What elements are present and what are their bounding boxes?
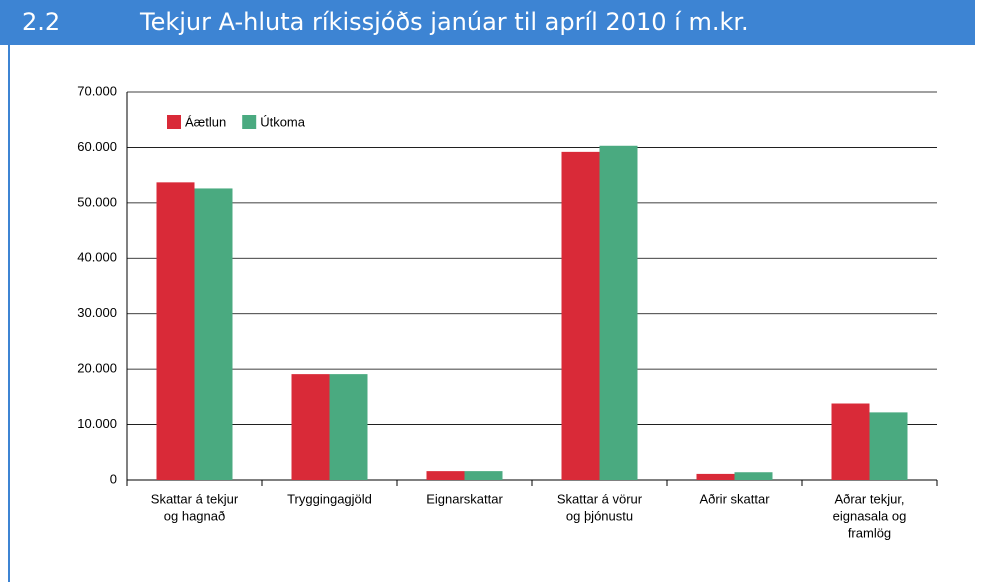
- x-tick-label: framlög: [848, 525, 891, 540]
- section-number: 2.2: [22, 8, 61, 36]
- legend-swatch: [242, 115, 257, 129]
- x-tick-label: Aðrar tekjur,: [834, 491, 904, 506]
- bar: [329, 374, 368, 480]
- x-tick-label: og þjónustu: [566, 508, 633, 523]
- bar: [291, 374, 330, 480]
- y-tick-label: 40.000: [77, 250, 117, 265]
- x-tick-label: eignasala og: [833, 508, 907, 523]
- x-tick-label: og hagnað: [164, 508, 225, 523]
- page-border: [8, 45, 10, 582]
- x-tick-label: Skattar á vörur: [557, 491, 643, 506]
- legend-swatch: [167, 115, 181, 129]
- y-tick-label: 20.000: [77, 361, 117, 376]
- bar: [599, 145, 638, 480]
- x-tick-label: Tryggingagjöld: [287, 491, 372, 506]
- y-tick-label: 60.000: [77, 139, 117, 154]
- y-tick-label: 30.000: [77, 305, 117, 320]
- x-tick-label: Aðrir skattar: [699, 491, 770, 506]
- bar: [869, 412, 908, 480]
- chart: 0 10.000 20.000 30.000 40.000 50.000 60.000 70.…: [77, 83, 938, 540]
- y-tick-label: 70.000: [77, 83, 117, 98]
- bar: [696, 473, 735, 480]
- header-bar: 2.2 Tekjur A-hluta ríkissjóðs janúar til…: [0, 0, 975, 45]
- x-tick-label: Skattar á tekjur: [151, 491, 239, 506]
- y-tick-label: 0: [110, 471, 117, 486]
- bar: [561, 151, 600, 480]
- legend-label: Útkoma: [260, 114, 306, 129]
- y-tick-label: 50.000: [77, 194, 117, 209]
- bar: [831, 403, 870, 480]
- chart-title: Tekjur A-hluta ríkissjóðs janúar til apr…: [140, 8, 749, 36]
- bar: [426, 471, 465, 480]
- legend-label: Áætlun: [185, 114, 226, 129]
- bar: [194, 188, 233, 480]
- bar: [464, 471, 503, 480]
- bar: [734, 472, 773, 480]
- y-tick-label: 10.000: [77, 416, 117, 431]
- bar: [156, 182, 195, 480]
- x-tick-label: Eignarskattar: [426, 491, 503, 506]
